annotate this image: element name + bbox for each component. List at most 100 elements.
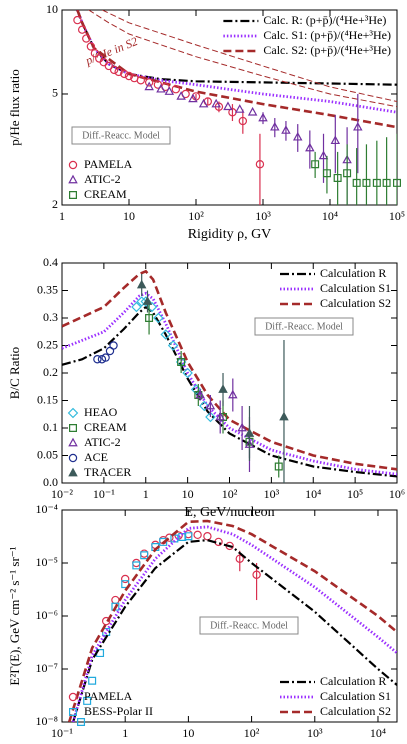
marker <box>193 530 202 540</box>
marker <box>104 61 114 71</box>
legend-label: PAMELA <box>84 689 133 703</box>
marker <box>136 296 147 307</box>
marker <box>252 570 261 579</box>
marker <box>205 411 216 423</box>
x-tick-label: 1 <box>143 487 149 501</box>
x-tick-label: 1 <box>122 726 128 740</box>
marker <box>82 34 91 43</box>
marker <box>281 125 291 134</box>
marker <box>382 178 391 187</box>
y-tick-label: 10⁻⁴ <box>35 502 58 516</box>
marker <box>292 131 303 141</box>
marker <box>279 411 289 421</box>
legend-swatch <box>69 708 77 716</box>
marker <box>77 25 87 34</box>
x-tick-label: 10³ <box>255 209 271 223</box>
x-tick-label: 10² <box>222 487 238 501</box>
marker <box>167 340 179 351</box>
marker <box>223 101 233 111</box>
marker <box>131 301 142 313</box>
marker <box>211 98 221 108</box>
marker <box>235 104 245 113</box>
x-tick-label: 10³ <box>264 487 280 501</box>
x-tick-label: 10 <box>182 726 194 740</box>
marker <box>176 91 186 100</box>
marker <box>305 142 315 152</box>
curve <box>72 538 397 722</box>
marker <box>145 314 154 322</box>
legend-label: ATIC-2 <box>84 435 121 449</box>
y-tick-label: 0.0 <box>43 475 58 489</box>
legend-swatch <box>68 160 78 170</box>
x-tick-label: 10³ <box>307 726 323 740</box>
x-tick-label: 10⁵ <box>347 487 363 501</box>
marker <box>164 86 175 95</box>
marker <box>136 76 145 85</box>
curve <box>88 10 397 108</box>
marker <box>111 602 120 611</box>
marker <box>140 549 149 558</box>
y-tick-label: 0.3 <box>43 310 58 324</box>
annotation-box <box>71 126 171 145</box>
marker <box>237 422 247 432</box>
marker <box>171 85 181 94</box>
marker <box>318 150 329 160</box>
legend-label: Calculation R <box>320 266 386 280</box>
marker <box>352 178 361 187</box>
marker <box>393 178 401 187</box>
marker <box>353 121 363 131</box>
marker <box>184 532 193 541</box>
legend-label: BESS-Polar II <box>84 704 153 718</box>
marker <box>372 178 381 187</box>
marker <box>142 296 153 305</box>
y-tick-label: 0.25 <box>37 337 58 351</box>
marker <box>165 533 174 542</box>
y-tick-label: 10⁻⁸ <box>35 714 58 728</box>
curve <box>102 10 397 102</box>
legend-label: Calculation R <box>320 674 386 688</box>
y-tick-label: 5 <box>52 86 58 100</box>
curve <box>67 519 397 722</box>
legend-swatch <box>69 191 77 199</box>
legend-label: ACE <box>84 450 108 464</box>
y-tick-label: 2 <box>52 197 58 211</box>
x-tick-label: 1 <box>59 209 65 223</box>
legend-label: Calculation S1 <box>320 689 391 703</box>
marker <box>102 627 111 636</box>
x-tick-label: 10² <box>244 726 260 740</box>
marker <box>203 532 212 541</box>
marker <box>274 462 283 471</box>
marker <box>136 279 147 289</box>
legend-label: TRACER <box>84 465 131 479</box>
x-tick-label: 10⁴ <box>370 726 386 740</box>
legend-label: Calculation S2 <box>320 704 391 718</box>
curve <box>71 525 397 722</box>
y-tick-label: 0.05 <box>37 447 58 461</box>
y-tick-label: 10⁻⁶ <box>35 608 58 622</box>
marker <box>86 42 96 51</box>
marker <box>153 80 163 89</box>
x-tick-label: 10² <box>188 209 204 223</box>
marker <box>177 358 186 366</box>
marker <box>120 69 129 79</box>
x-tick-label: 10⁴ <box>322 209 338 223</box>
legend-label: Calc. S2: (p+p̄)/(⁴He+³He) <box>263 43 391 57</box>
y-tick-label: 0.2 <box>43 365 58 379</box>
legend-label: CREAM <box>84 420 127 434</box>
marker <box>159 537 168 546</box>
legend-label: Calc. R: (p+p̄)/(⁴He+³He) <box>263 13 386 27</box>
y-tick-label: 0.4 <box>43 255 58 269</box>
legend-swatch <box>68 437 78 447</box>
marker <box>333 173 342 182</box>
marker <box>188 93 198 103</box>
marker <box>199 400 210 412</box>
marker <box>245 437 254 446</box>
annotation: Diff.-Reacc. Model <box>210 620 288 631</box>
marker <box>144 81 154 91</box>
marker <box>77 718 86 726</box>
marker <box>153 312 164 324</box>
legend-label: Calc. S1: (p+p̄)/(⁴He+³He) <box>263 28 391 42</box>
marker <box>120 574 130 584</box>
annotation-box <box>199 616 299 635</box>
